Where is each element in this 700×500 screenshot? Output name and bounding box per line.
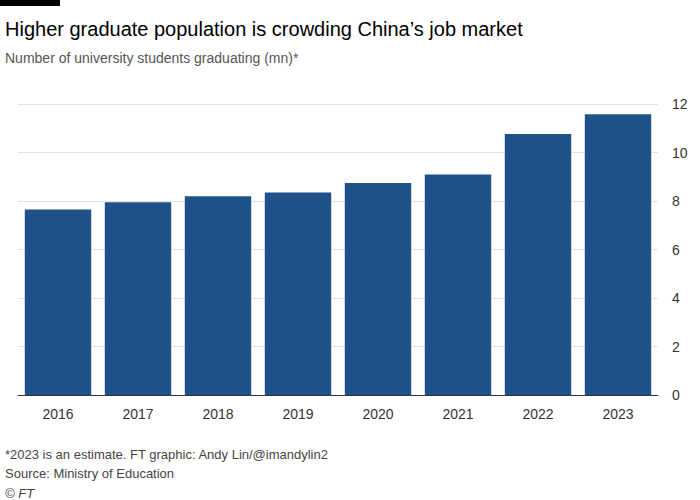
svg-text:2016: 2016 xyxy=(42,406,73,422)
svg-text:6: 6 xyxy=(672,242,680,258)
svg-text:8: 8 xyxy=(672,193,680,209)
svg-text:0: 0 xyxy=(672,387,680,403)
svg-text:Higher graduate population is: Higher graduate population is crowding C… xyxy=(5,18,523,40)
svg-text:*2023 is an estimate. FT graph: *2023 is an estimate. FT graphic: Andy L… xyxy=(5,447,328,462)
svg-text:2018: 2018 xyxy=(202,406,233,422)
svg-text:Source: Ministry of Education: Source: Ministry of Education xyxy=(5,466,174,481)
svg-text:Number of university students: Number of university students graduating… xyxy=(5,50,299,66)
svg-text:2020: 2020 xyxy=(362,406,393,422)
svg-text:2019: 2019 xyxy=(282,406,313,422)
svg-text:2021: 2021 xyxy=(442,406,473,422)
svg-text:© FT: © FT xyxy=(5,486,35,500)
svg-text:2017: 2017 xyxy=(122,406,153,422)
svg-text:2: 2 xyxy=(672,339,680,355)
svg-text:2022: 2022 xyxy=(522,406,553,422)
svg-text:10: 10 xyxy=(672,145,688,161)
svg-text:2023: 2023 xyxy=(602,406,633,422)
svg-text:4: 4 xyxy=(672,290,680,306)
svg-text:12: 12 xyxy=(672,96,688,112)
